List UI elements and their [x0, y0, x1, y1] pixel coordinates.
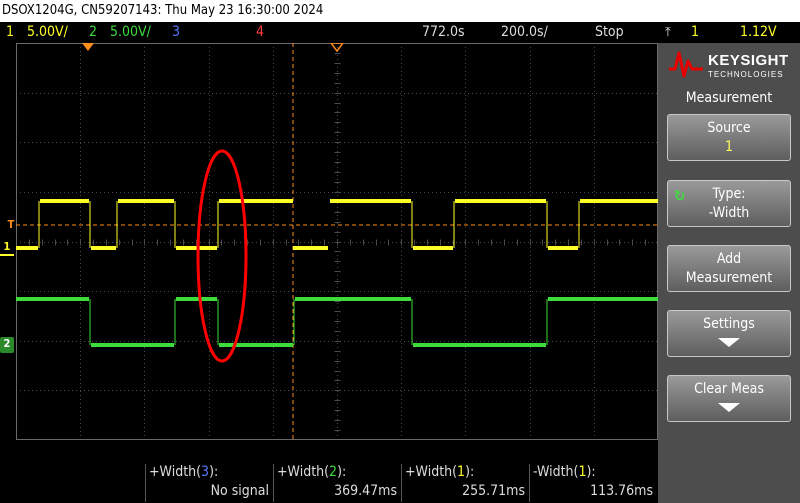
measurement-label: +Width(1): [405, 464, 475, 480]
annotation-ellipse [196, 149, 248, 363]
trigger-level-marker: T [7, 218, 15, 231]
measurement-item: -Width(1): 113.76ms [529, 464, 657, 502]
add-measurement-line1: Add [716, 251, 742, 267]
type-value: -Width [708, 205, 750, 221]
menu-title: Measurement [685, 90, 773, 106]
ch2-ground-marker[interactable]: 2 [0, 337, 14, 353]
add-measurement-softkey[interactable]: Add Measurement [667, 245, 791, 292]
ch1-edges [38, 201, 580, 248]
divider [273, 464, 274, 502]
delay-reference-icon [330, 43, 344, 53]
ch1-ground-marker[interactable]: 1 [0, 240, 14, 256]
clear-meas-label: Clear Meas [694, 381, 764, 397]
trigger-source: 1 [691, 24, 700, 40]
measurement-item: +Width(1): 255.71ms [401, 464, 529, 502]
measurement-label: +Width(2): [277, 464, 347, 480]
entry-knob-icon: ↺ [675, 123, 685, 138]
add-measurement-line2: Measurement [685, 270, 773, 286]
softkey-panel: KEYSIGHT TECHNOLOGIES Measurement ↺ Sour… [658, 43, 800, 503]
divider [145, 464, 146, 502]
ch1-number[interactable]: 1 [6, 24, 15, 40]
entry-knob-active-icon: ↻ [674, 187, 686, 205]
keysight-wave-icon [669, 51, 703, 78]
source-value: 1 [724, 139, 733, 155]
measurement-bar: +Width(3): No signal +Width(2): 369.47ms… [0, 462, 658, 503]
measurement-value: 255.71ms [462, 483, 525, 499]
measurement-value: 113.76ms [590, 483, 653, 499]
measurement-item: +Width(2): 369.47ms [273, 464, 401, 502]
ch1-waveform [16, 199, 658, 250]
measurement-value: 369.47ms [334, 483, 397, 499]
ch2-edges [89, 299, 548, 345]
status-bar: 1 5.00V/ 2 5.00V/ 3 4 772.0s 200.0s/ Sto… [0, 22, 800, 43]
keysight-logo: KEYSIGHT TECHNOLOGIES [668, 49, 792, 83]
clear-meas-softkey[interactable]: Clear Meas [667, 375, 791, 422]
trigger-time-marker-icon [82, 43, 94, 51]
measurement-item: +Width(3): No signal [145, 464, 273, 502]
ch4-number[interactable]: 4 [256, 24, 265, 40]
ch2-scale[interactable]: 5.00V/ [110, 24, 151, 40]
measurement-value: No signal [210, 483, 269, 499]
ch3-number[interactable]: 3 [172, 24, 181, 40]
divider [401, 464, 402, 502]
settings-label: Settings [703, 316, 755, 332]
measurement-label: +Width(3): [149, 464, 219, 480]
measurement-label: -Width(1): [533, 464, 596, 480]
brand-name: KEYSIGHT [708, 52, 789, 69]
window-title: DSOX1204G, CN59207143: Thu May 23 16:30:… [0, 0, 800, 22]
trigger-edge-icon: ⤒ [665, 25, 671, 40]
type-softkey[interactable]: ↻ Type: -Width [667, 180, 791, 227]
settings-softkey[interactable]: Settings [667, 310, 791, 357]
trigger-level[interactable]: 1.12V [740, 24, 777, 40]
divider [529, 464, 530, 502]
waveform-display[interactable] [16, 43, 658, 440]
ch2-number[interactable]: 2 [89, 24, 98, 40]
ch2-waveform [16, 297, 658, 347]
submenu-arrow-icon [718, 338, 740, 347]
brand-subtitle: TECHNOLOGIES [708, 70, 784, 79]
horizontal-delay[interactable]: 772.0s [422, 24, 465, 40]
source-softkey[interactable]: ↺ Source 1 [667, 114, 791, 161]
source-label: Source [707, 120, 751, 136]
ch1-scale[interactable]: 5.00V/ [27, 24, 68, 40]
timebase-scale[interactable]: 200.0s/ [501, 24, 548, 40]
run-state: Stop [595, 24, 624, 40]
type-label: Type: [712, 186, 746, 202]
submenu-arrow-icon [718, 403, 740, 412]
